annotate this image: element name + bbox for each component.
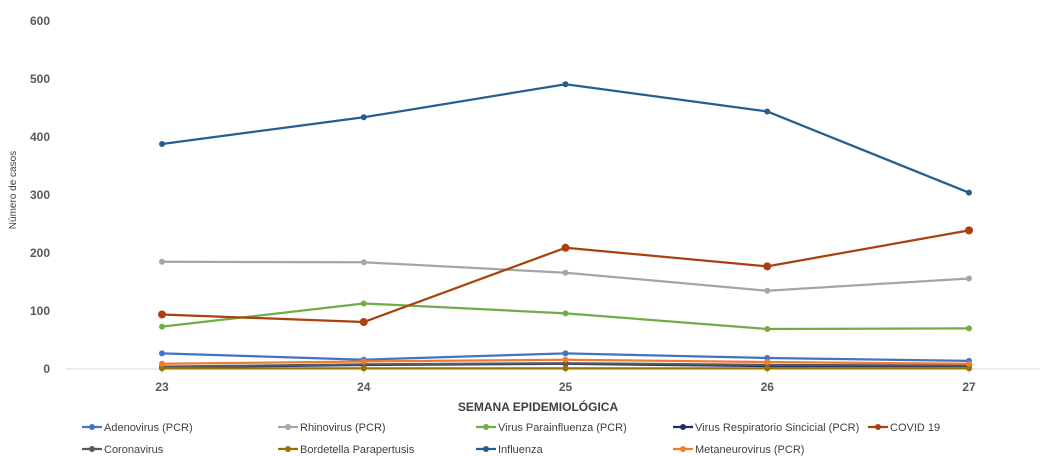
series-point-2 xyxy=(360,259,367,266)
series-point-3 xyxy=(966,325,972,332)
legend-item: Virus Parainfluenza (PCR) xyxy=(476,422,627,434)
series-point-7 xyxy=(562,365,569,372)
y-tick-label: 600 xyxy=(30,14,50,28)
series-point-8 xyxy=(159,140,165,147)
legend-swatch-marker xyxy=(483,424,489,430)
y-tick-label: 500 xyxy=(30,72,50,86)
x-tick-label: 24 xyxy=(357,380,371,394)
series-point-2 xyxy=(562,269,569,276)
y-tick-label: 100 xyxy=(30,304,50,318)
legend-item: COVID 19 xyxy=(868,422,940,434)
legend-item: Coronavirus xyxy=(82,444,164,456)
series-point-3 xyxy=(562,310,569,317)
series-line-2 xyxy=(161,260,970,292)
legend-swatch-marker xyxy=(875,424,881,430)
series-point-2 xyxy=(159,258,165,265)
legend-label: Bordetella Parapertusis xyxy=(300,444,415,456)
series-point-7 xyxy=(966,365,972,372)
legend-item: Bordetella Parapertusis xyxy=(278,444,415,456)
legend-label: COVID 19 xyxy=(890,422,940,434)
series-point-9 xyxy=(159,360,165,367)
legend-label: Adenovirus (PCR) xyxy=(104,422,193,434)
x-tick-label: 27 xyxy=(962,380,976,394)
legend-swatch-marker xyxy=(89,424,95,430)
legend-label: Virus Parainfluenza (PCR) xyxy=(498,422,627,434)
series-point-7 xyxy=(360,365,367,372)
legend-label: Virus Respiratorio Sincicial (PCR) xyxy=(695,422,859,434)
series-point-7 xyxy=(159,365,165,372)
y-tick-label: 400 xyxy=(30,130,50,144)
series-point-9 xyxy=(764,359,771,366)
series-line-8 xyxy=(161,83,970,194)
series-point-8 xyxy=(360,114,367,121)
series-point-2 xyxy=(966,275,972,282)
legend-item: Rhinovirus (PCR) xyxy=(278,422,386,434)
series-point-1 xyxy=(562,350,569,357)
legend-swatch-marker xyxy=(285,446,291,452)
series-point-3 xyxy=(764,325,771,332)
x-tick-label: 23 xyxy=(155,380,169,394)
legend-swatch-marker xyxy=(680,446,686,452)
legend-item: Influenza xyxy=(476,444,544,456)
series-point-5 xyxy=(158,310,166,319)
legend-item: Metaneurovirus (PCR) xyxy=(673,444,804,456)
x-axis-title: SEMANA EPIDEMIOLÓGICA xyxy=(458,399,619,414)
legend-label: Rhinovirus (PCR) xyxy=(300,422,386,434)
series-point-3 xyxy=(360,300,367,307)
series-point-5 xyxy=(359,318,368,327)
series-point-9 xyxy=(562,356,569,363)
y-tick-label: 0 xyxy=(43,362,50,376)
series-point-9 xyxy=(360,358,367,365)
legend-label: Metaneurovirus (PCR) xyxy=(695,444,804,456)
y-tick-label: 300 xyxy=(30,188,50,202)
series-point-3 xyxy=(159,323,165,330)
series-point-8 xyxy=(764,108,771,115)
series-point-9 xyxy=(966,360,972,367)
series-point-8 xyxy=(966,189,972,196)
series-point-1 xyxy=(159,350,165,357)
legend-swatch-marker xyxy=(483,446,489,452)
series-point-5 xyxy=(561,243,570,252)
series-point-8 xyxy=(562,81,569,88)
series-point-5 xyxy=(763,262,772,271)
series-point-2 xyxy=(764,287,771,294)
legend-item: Virus Respiratorio Sincicial (PCR) xyxy=(673,422,859,434)
y-tick-label: 200 xyxy=(30,246,50,260)
legend-label: Coronavirus xyxy=(104,444,164,456)
x-tick-label: 26 xyxy=(761,380,775,394)
legend-swatch-marker xyxy=(89,446,95,452)
legend-swatch-marker xyxy=(680,424,686,430)
x-tick-label: 25 xyxy=(559,380,573,394)
legend-item: Adenovirus (PCR) xyxy=(82,422,193,434)
series-point-5 xyxy=(965,226,973,235)
y-axis-title: Número de casos xyxy=(8,151,19,229)
legend-swatch-marker xyxy=(285,424,291,430)
series-point-7 xyxy=(764,365,771,372)
legend-label: Influenza xyxy=(498,444,544,456)
